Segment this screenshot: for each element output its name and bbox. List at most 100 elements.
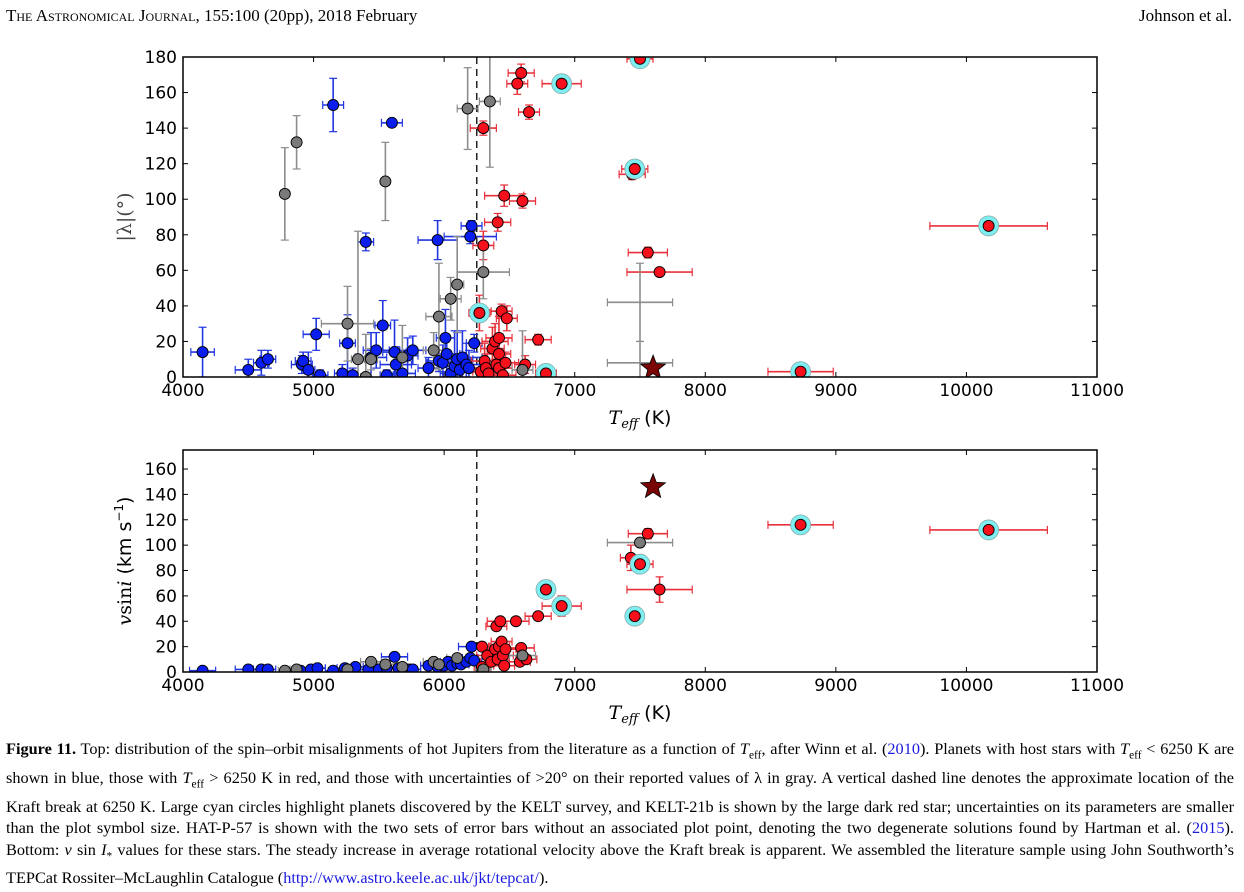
data-point <box>341 317 354 330</box>
data-point <box>278 187 291 200</box>
data-point <box>297 355 310 367</box>
x-tick-label: 8000 <box>684 676 727 696</box>
data-point <box>641 527 654 540</box>
data-point <box>451 278 464 291</box>
data-point <box>365 655 377 668</box>
x-tick-label: 6000 <box>423 676 466 696</box>
figure-caption: Figure 11. Top: distribution of the spin… <box>6 738 1234 889</box>
data-point <box>379 658 392 671</box>
ref-link-winn-2010[interactable]: 2010 <box>887 739 920 758</box>
top-panel-lambda-vs-teff: 4000 5000 6000 7000 8000 9000 10000 11000 0 20 40 6… <box>114 48 1124 432</box>
data-point <box>499 356 512 369</box>
data-point <box>540 367 552 377</box>
y-tick-label: 180 <box>145 48 177 68</box>
data-point <box>341 663 354 672</box>
data-point <box>242 363 255 376</box>
data-point <box>532 610 545 623</box>
data-point <box>327 99 340 111</box>
data-point <box>555 600 568 612</box>
caption-text: > 6250 K in red, and those with uncertai… <box>6 767 1234 837</box>
data-point <box>464 230 477 243</box>
y-tick-label: 120 <box>145 511 177 531</box>
data-point <box>468 654 481 667</box>
data-point <box>516 649 529 662</box>
data-point <box>396 660 409 672</box>
data-point <box>511 77 524 90</box>
data-point <box>261 663 274 672</box>
data-point <box>465 219 478 232</box>
data-point <box>476 640 488 653</box>
data-point <box>261 353 274 366</box>
data-point <box>477 663 490 672</box>
caption-text: ). <box>538 868 549 888</box>
data-point <box>634 536 646 549</box>
x-tick-label: 10000 <box>939 676 993 696</box>
data-point <box>500 312 513 325</box>
y-tick-label: 100 <box>145 190 177 210</box>
ref-link-hartman-2015[interactable]: 2015 <box>1191 818 1225 837</box>
data-point <box>406 344 419 357</box>
data-point <box>370 344 383 357</box>
x-axis-label: Teff (K) <box>609 407 672 432</box>
data-point <box>493 347 505 360</box>
data-point <box>473 307 486 319</box>
data-point <box>494 615 507 628</box>
running-head: The Astronomical Journal, 155:100 (20pp)… <box>6 6 1232 30</box>
data-point <box>634 57 646 65</box>
y-tick-label: 20 <box>155 332 177 352</box>
journal-citation: The Astronomical Journal, 155:100 (20pp)… <box>6 6 417 26</box>
data-point <box>440 347 453 360</box>
y-tick-label: 160 <box>145 84 177 104</box>
data-point <box>439 331 452 344</box>
kelt-21b-star-marker <box>639 472 667 499</box>
caption-text: values for these stars. The steady incre… <box>6 839 1234 888</box>
data-point <box>346 369 359 377</box>
data-point <box>327 664 340 672</box>
x-tick-label: 8000 <box>684 381 727 401</box>
data-point <box>523 106 535 119</box>
data-point <box>385 116 398 129</box>
y-tick-label: 160 <box>145 460 177 480</box>
data-point <box>427 344 440 357</box>
data-point <box>314 369 327 377</box>
teff-sub: eff <box>191 778 205 790</box>
data-point <box>359 235 372 248</box>
data-point <box>634 558 646 571</box>
teff-symbol: T <box>1120 739 1130 758</box>
data-point <box>380 369 393 377</box>
y-tick-label: 120 <box>145 155 177 175</box>
x-tick-label: 9000 <box>814 676 857 696</box>
data-point <box>311 662 324 672</box>
y-tick-label: 80 <box>155 562 177 582</box>
data-point <box>641 246 654 259</box>
data-point <box>310 328 323 341</box>
data-point <box>461 102 474 115</box>
data-point <box>379 175 392 188</box>
citation: , 155:100 (20pp), 2018 February <box>195 6 418 25</box>
bottom-panel-vsini-vs-teff: 4000 5000 6000 7000 8000 9000 10000 11000 0 20 40 6… <box>112 449 1124 727</box>
plot-area <box>188 450 1048 672</box>
caption-text: ). Bottom: <box>6 818 1234 859</box>
data-point <box>628 610 641 623</box>
plot-area <box>190 57 1048 377</box>
data-point <box>653 583 666 596</box>
data-point <box>359 371 372 377</box>
caption-text: Top: distribution of the spin–orbit misa… <box>76 739 740 758</box>
y-tick-label: 60 <box>155 261 177 281</box>
y-tick-label: 40 <box>155 297 177 317</box>
data-point <box>491 216 504 229</box>
x-axis-label: Teff (K) <box>609 702 672 727</box>
tepcat-url-link[interactable]: http://www.astro.keele.ac.uk/jkt/tepcat/ <box>283 868 539 888</box>
x-tick-label: 10000 <box>939 381 993 401</box>
data-point <box>444 292 457 305</box>
data-point <box>290 136 303 149</box>
data-point <box>477 122 490 135</box>
data-point <box>498 189 511 202</box>
y-tick-label: 60 <box>155 587 177 607</box>
i-sub: * <box>106 849 113 862</box>
x-tick-label: 9000 <box>814 381 857 401</box>
x-tick-label: 11000 <box>1070 381 1124 401</box>
data-point <box>477 239 490 252</box>
x-tick-label: 5000 <box>292 381 335 401</box>
teff-symbol: T <box>739 739 749 758</box>
